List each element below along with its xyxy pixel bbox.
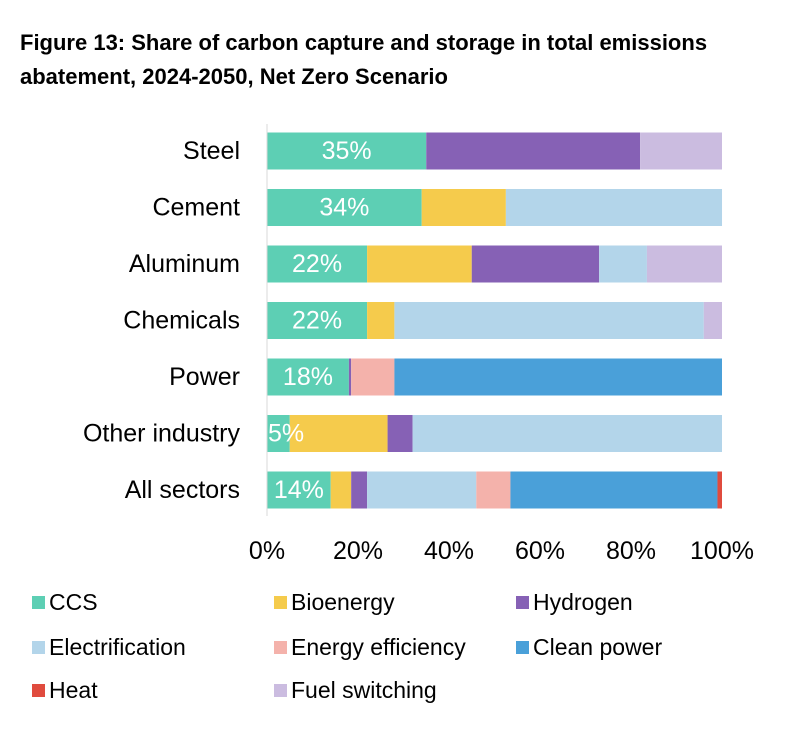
legend-label-electrification: Electrification [49, 634, 186, 660]
legend-swatch-ccs [32, 596, 45, 609]
x-tick-label-20pct: 20% [333, 537, 383, 565]
bar-all-sectors-hydrogen [351, 471, 368, 509]
data-label-cement: 34% [319, 194, 369, 222]
bar-other-industry-bioenergy [289, 415, 388, 452]
legend-swatch-heat [32, 684, 45, 697]
x-tick-label-0pct: 0% [249, 537, 285, 565]
bar-cement-bioenergy [421, 189, 506, 226]
legend-item-heat: Heat [32, 677, 98, 704]
data-label-other-industry: 5% [268, 420, 304, 448]
bar-other-industry-ccs [267, 415, 290, 452]
bar-cement-electrification [505, 189, 723, 226]
bar-steel-fuel-switching [640, 132, 722, 170]
bar-steel-hydrogen [426, 132, 641, 170]
legend-swatch-electrification [32, 641, 45, 654]
category-label-aluminum: Aluminum [129, 250, 240, 278]
bar-aluminum-ccs [267, 245, 368, 283]
legend-item-ccs: CCS [32, 589, 98, 616]
bar-chemicals-fuel-switching [703, 302, 722, 339]
legend-item-clean-power: Clean power [516, 634, 662, 661]
bar-all-sectors-energy-efficiency [476, 471, 511, 509]
bar-chemicals-ccs [267, 302, 368, 339]
category-label-steel: Steel [183, 137, 240, 165]
legend-item-hydrogen: Hydrogen [516, 589, 633, 616]
chart-title: Figure 13: Share of carbon capture and s… [20, 30, 708, 89]
legend-swatch-energy-efficiency [274, 641, 287, 654]
bar-steel-ccs [267, 132, 427, 170]
bar-cement-ccs [267, 189, 422, 226]
legend-swatch-fuel-switching [274, 684, 287, 697]
bar-power-hydrogen [348, 358, 352, 396]
bar-power-ccs [267, 358, 349, 396]
data-label-steel: 35% [322, 137, 372, 165]
bar-aluminum-hydrogen [471, 245, 600, 283]
legend-item-energy-efficiency: Energy efficiency [274, 634, 466, 661]
bar-all-sectors-electrification [367, 471, 477, 509]
legend-item-electrification: Electrification [32, 634, 186, 661]
bar-power-energy-efficiency [351, 358, 395, 396]
x-tick-label-100pct: 100% [690, 537, 754, 565]
bar-all-sectors-bioenergy [330, 471, 352, 509]
bar-chemicals-electrification [394, 302, 704, 339]
bar-other-industry-electrification [412, 415, 722, 452]
bar-power-clean-power [394, 358, 722, 396]
category-label-power: Power [169, 363, 240, 391]
legend-swatch-bioenergy [274, 596, 287, 609]
bar-other-industry-hydrogen [387, 415, 413, 452]
data-label-power: 18% [283, 363, 333, 391]
bar-chemicals-bioenergy [367, 302, 395, 339]
bar-aluminum-fuel-switching [646, 245, 722, 283]
category-label-chemicals: Chemicals [123, 307, 240, 335]
category-label-all-sectors: All sectors [125, 476, 240, 504]
bar-all-sectors-heat [717, 471, 722, 509]
legend-label-hydrogen: Hydrogen [533, 589, 633, 615]
legend-label-ccs: CCS [49, 589, 98, 615]
legend-label-bioenergy: Bioenergy [291, 589, 395, 615]
category-label-other-industry: Other industry [83, 420, 241, 448]
legend-swatch-hydrogen [516, 596, 529, 609]
bar-all-sectors-ccs [267, 471, 331, 509]
data-label-aluminum: 22% [292, 250, 342, 278]
legend-item-bioenergy: Bioenergy [274, 589, 395, 616]
legend-label-fuel-switching: Fuel switching [291, 677, 437, 703]
x-tick-labels: 0% 20% 40% 60% 80% 100% [249, 537, 754, 565]
legend-label-clean-power: Clean power [533, 634, 663, 660]
category-label-cement: Cement [152, 194, 240, 222]
bar-all-sectors-clean-power [510, 471, 718, 509]
stacked-bar-chart: 35% 34% 22% 22% 18% 5% 14% Steel Cement Aluminum… [83, 124, 754, 565]
x-tick-label-40pct: 40% [424, 537, 474, 565]
bar-aluminum-electrification [599, 245, 647, 283]
legend-label-energy-efficiency: Energy efficiency [291, 634, 466, 660]
data-label-all-sectors: 14% [274, 476, 324, 504]
bar-aluminum-bioenergy [367, 245, 472, 283]
legend-swatch-clean-power [516, 641, 529, 654]
legend-item-fuel-switching: Fuel switching [274, 677, 437, 704]
category-labels: Steel Cement Aluminum Chemicals Power Other i… [83, 137, 241, 504]
x-tick-label-60pct: 60% [515, 537, 565, 565]
data-label-chemicals: 22% [292, 307, 342, 335]
legend-label-heat: Heat [49, 677, 98, 703]
bars-group: 35% 34% 22% 22% 18% 5% 14% [267, 132, 723, 509]
x-tick-label-80pct: 80% [606, 537, 656, 565]
